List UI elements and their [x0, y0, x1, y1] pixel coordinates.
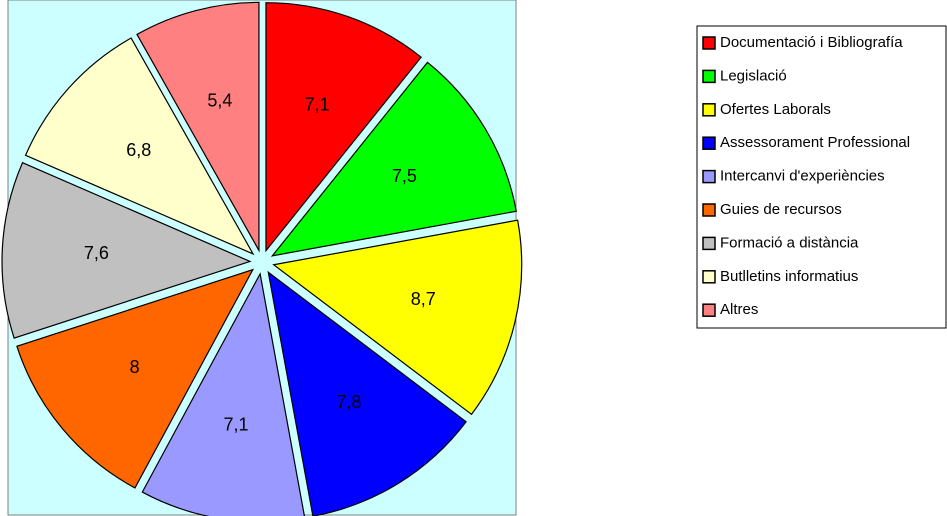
legend-swatch — [702, 169, 716, 184]
pie-slice — [270, 61, 517, 257]
pie-slice — [265, 2, 422, 253]
legend-label: Ofertes Laborals — [720, 101, 831, 118]
pie-slice — [16, 268, 255, 489]
legend-label: Guies de recursos — [720, 201, 842, 218]
data-label: 7,6 — [84, 243, 109, 263]
pie-slice — [24, 37, 255, 256]
legend-label: Intercanvi d'experiències — [720, 168, 885, 185]
pie-slice — [1, 161, 252, 339]
data-label: 7,8 — [336, 392, 361, 412]
legend-swatch — [702, 69, 716, 84]
legend-swatch — [702, 103, 716, 117]
legend-swatch — [702, 270, 716, 284]
legend-label: Altres — [720, 301, 758, 318]
pie-slice — [136, 1, 260, 253]
data-label: 5,4 — [207, 90, 232, 110]
data-label: 7,1 — [304, 94, 329, 114]
data-label: 7,1 — [224, 414, 249, 434]
legend-swatch — [702, 136, 716, 150]
legend-label: Formació a distància — [720, 234, 859, 251]
pie-slice — [267, 270, 467, 516]
data-label: 8,7 — [411, 289, 436, 309]
data-label: 8 — [130, 357, 140, 377]
legend-swatch — [702, 36, 716, 50]
legend-label: Assessorament Professional — [720, 134, 910, 151]
legend-label: Legislació — [720, 67, 787, 84]
legend-box — [696, 25, 947, 329]
legend-swatch — [702, 236, 716, 251]
data-label: 6,8 — [126, 140, 151, 160]
data-label: 7,5 — [392, 166, 417, 186]
legend-label: Documentació i Bibliografía — [720, 34, 903, 51]
legend-swatch — [702, 203, 716, 217]
pie-slice — [141, 272, 306, 516]
legend-label: Butlletins informatius — [720, 268, 858, 285]
pie-slice — [272, 219, 523, 416]
legend-swatch — [702, 303, 716, 317]
